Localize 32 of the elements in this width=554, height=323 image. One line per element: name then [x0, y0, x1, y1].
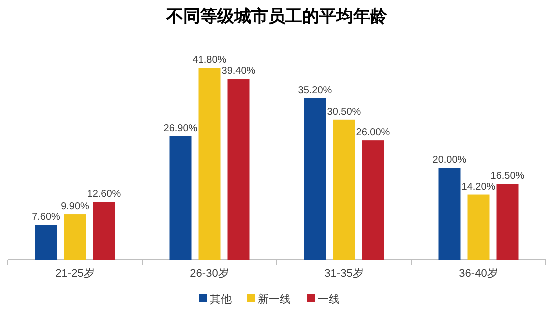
data-label: 9.90% — [61, 202, 90, 213]
data-label: 16.50% — [490, 171, 525, 182]
data-label: 35.20% — [298, 85, 332, 96]
data-label: 26.00% — [356, 128, 390, 139]
data-label: 30.50% — [327, 106, 362, 118]
x-tick-label: 26-30岁 — [190, 268, 230, 280]
data-label: 20.00% — [432, 155, 467, 166]
data-label: 12.60% — [87, 189, 122, 200]
data-label: 7.60% — [32, 212, 61, 224]
data-label: 39.40% — [222, 66, 256, 78]
chart-title: 不同等级城市员工的平均年龄 — [166, 7, 388, 26]
bar — [198, 68, 221, 260]
bar — [35, 225, 58, 260]
bar — [333, 120, 356, 260]
bar — [496, 184, 519, 260]
bar — [228, 79, 250, 260]
data-label: 14.20% — [462, 182, 496, 193]
bar — [468, 194, 490, 260]
bar — [93, 202, 116, 260]
x-tick-label: 21-25岁 — [56, 268, 95, 280]
x-tick-label: 36-40岁 — [459, 268, 498, 280]
legend-label: 新一线 — [258, 293, 291, 306]
bar — [304, 98, 326, 260]
legend-label: 其他 — [210, 293, 232, 306]
bar — [438, 168, 461, 260]
bar — [170, 136, 192, 260]
bar — [362, 140, 384, 260]
data-label: 41.80% — [192, 55, 227, 66]
bar — [64, 214, 86, 260]
data-label: 26.90% — [164, 123, 198, 134]
legend-label: 一线 — [318, 293, 340, 306]
x-tick-label: 31-35岁 — [324, 268, 364, 280]
